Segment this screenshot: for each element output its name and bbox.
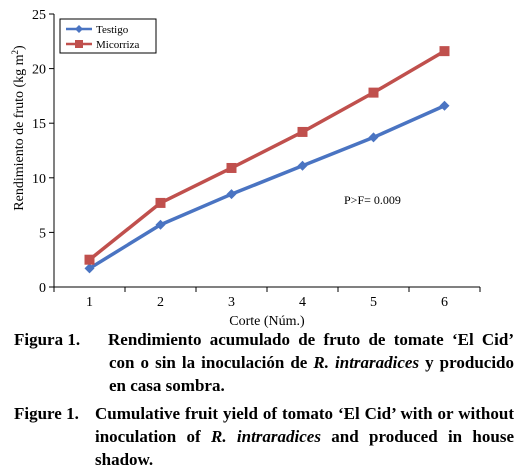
caption-spanish-label: Figura 1. xyxy=(14,330,81,349)
x-tick-label: 5 xyxy=(370,295,377,310)
data-point xyxy=(297,126,308,137)
data-point xyxy=(368,87,379,98)
caption-spanish-text: Rendimiento acumulado de fruto de tomate… xyxy=(108,328,515,397)
data-point xyxy=(155,219,166,230)
x-tick-label: 3 xyxy=(228,295,235,310)
y-axis-ticks: 0 5 10 15 20 25 xyxy=(32,8,54,296)
significance-annotation: P>F= 0.009 xyxy=(344,193,401,207)
data-point xyxy=(439,100,450,111)
caption-english-text-2: and produced in house shadow. xyxy=(95,427,515,469)
data-point xyxy=(84,254,95,265)
series-micorriza xyxy=(84,46,450,265)
legend-box xyxy=(59,18,157,54)
y-tick-label: 0 xyxy=(39,281,46,296)
x-tick-label: 4 xyxy=(299,295,306,310)
data-point xyxy=(155,197,166,208)
legend-marker xyxy=(75,40,83,48)
data-point xyxy=(226,189,237,200)
caption-spanish-text-1: Rendimiento acumulado de fruto de tomate… xyxy=(108,330,514,372)
y-tick-label: 5 xyxy=(39,226,46,241)
caption-english-label: Figure 1. xyxy=(14,404,79,423)
y-tick-label: 20 xyxy=(32,63,46,78)
chart-legend: Testigo Micorriza xyxy=(59,18,157,54)
y-tick-label: 15 xyxy=(32,117,46,132)
series-line xyxy=(88,49,446,262)
data-point xyxy=(439,46,450,57)
x-axis-ticks: 1 2 3 4 5 6 xyxy=(53,287,481,310)
caption-english-text: Cumulative fruit yield of tomato ‘El Cid… xyxy=(95,402,514,471)
legend-label: Micorriza xyxy=(96,39,139,51)
caption-spanish-text-2: y producido en casa sombra. xyxy=(109,353,515,395)
legend-label: Testigo xyxy=(96,24,129,36)
x-tick-label: 2 xyxy=(157,295,164,310)
data-point xyxy=(368,132,379,143)
caption-spanish: Figura 1. Rendimiento acumulado de fruto… xyxy=(14,328,514,398)
data-point xyxy=(297,160,308,171)
data-point xyxy=(84,263,95,274)
caption-english: Figure 1. Cumulative fruit yield of toma… xyxy=(14,402,514,471)
x-axis-label: Corte (Núm.) xyxy=(229,314,305,329)
series-line xyxy=(88,104,446,270)
legend-marker xyxy=(75,25,83,33)
caption-spanish-species: R. intraradices xyxy=(313,353,420,372)
series-testigo xyxy=(84,100,450,274)
x-tick-label: 1 xyxy=(86,295,93,310)
data-point xyxy=(226,162,237,173)
y-tick-label: 10 xyxy=(32,172,46,187)
chart-series xyxy=(84,46,450,274)
line-chart: 0 5 10 15 20 25 1 2 3 4 5 6 Testigo Micorriza P>F= … xyxy=(10,8,481,329)
y-axis-label: Rendimiento de fruto (kg m2) xyxy=(10,45,27,211)
y-tick-label: 25 xyxy=(32,8,46,23)
caption-english-species: R. intraradices xyxy=(211,427,321,446)
x-tick-label: 6 xyxy=(441,295,448,310)
caption-english-text-1: Cumulative fruit yield of tomato ‘El Cid… xyxy=(95,404,514,446)
